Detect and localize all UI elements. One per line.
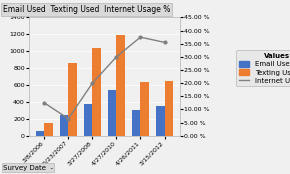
Legend: Email Used, Texting Used, Internet Usage %: Email Used, Texting Used, Internet Usage…: [236, 50, 290, 86]
Text: Survey Date  -: Survey Date -: [3, 165, 53, 171]
Bar: [84, 104, 93, 136]
Bar: [60, 115, 68, 136]
Bar: [44, 123, 53, 136]
Bar: [164, 81, 173, 136]
Bar: [93, 48, 101, 136]
Bar: [36, 131, 44, 136]
Bar: [68, 63, 77, 136]
Bar: [156, 106, 164, 136]
Bar: [116, 35, 125, 136]
Bar: [108, 90, 116, 136]
Text: Email Used  Texting Used  Internet Usage %: Email Used Texting Used Internet Usage %: [3, 5, 170, 14]
Bar: [140, 82, 149, 136]
Bar: [132, 110, 140, 136]
